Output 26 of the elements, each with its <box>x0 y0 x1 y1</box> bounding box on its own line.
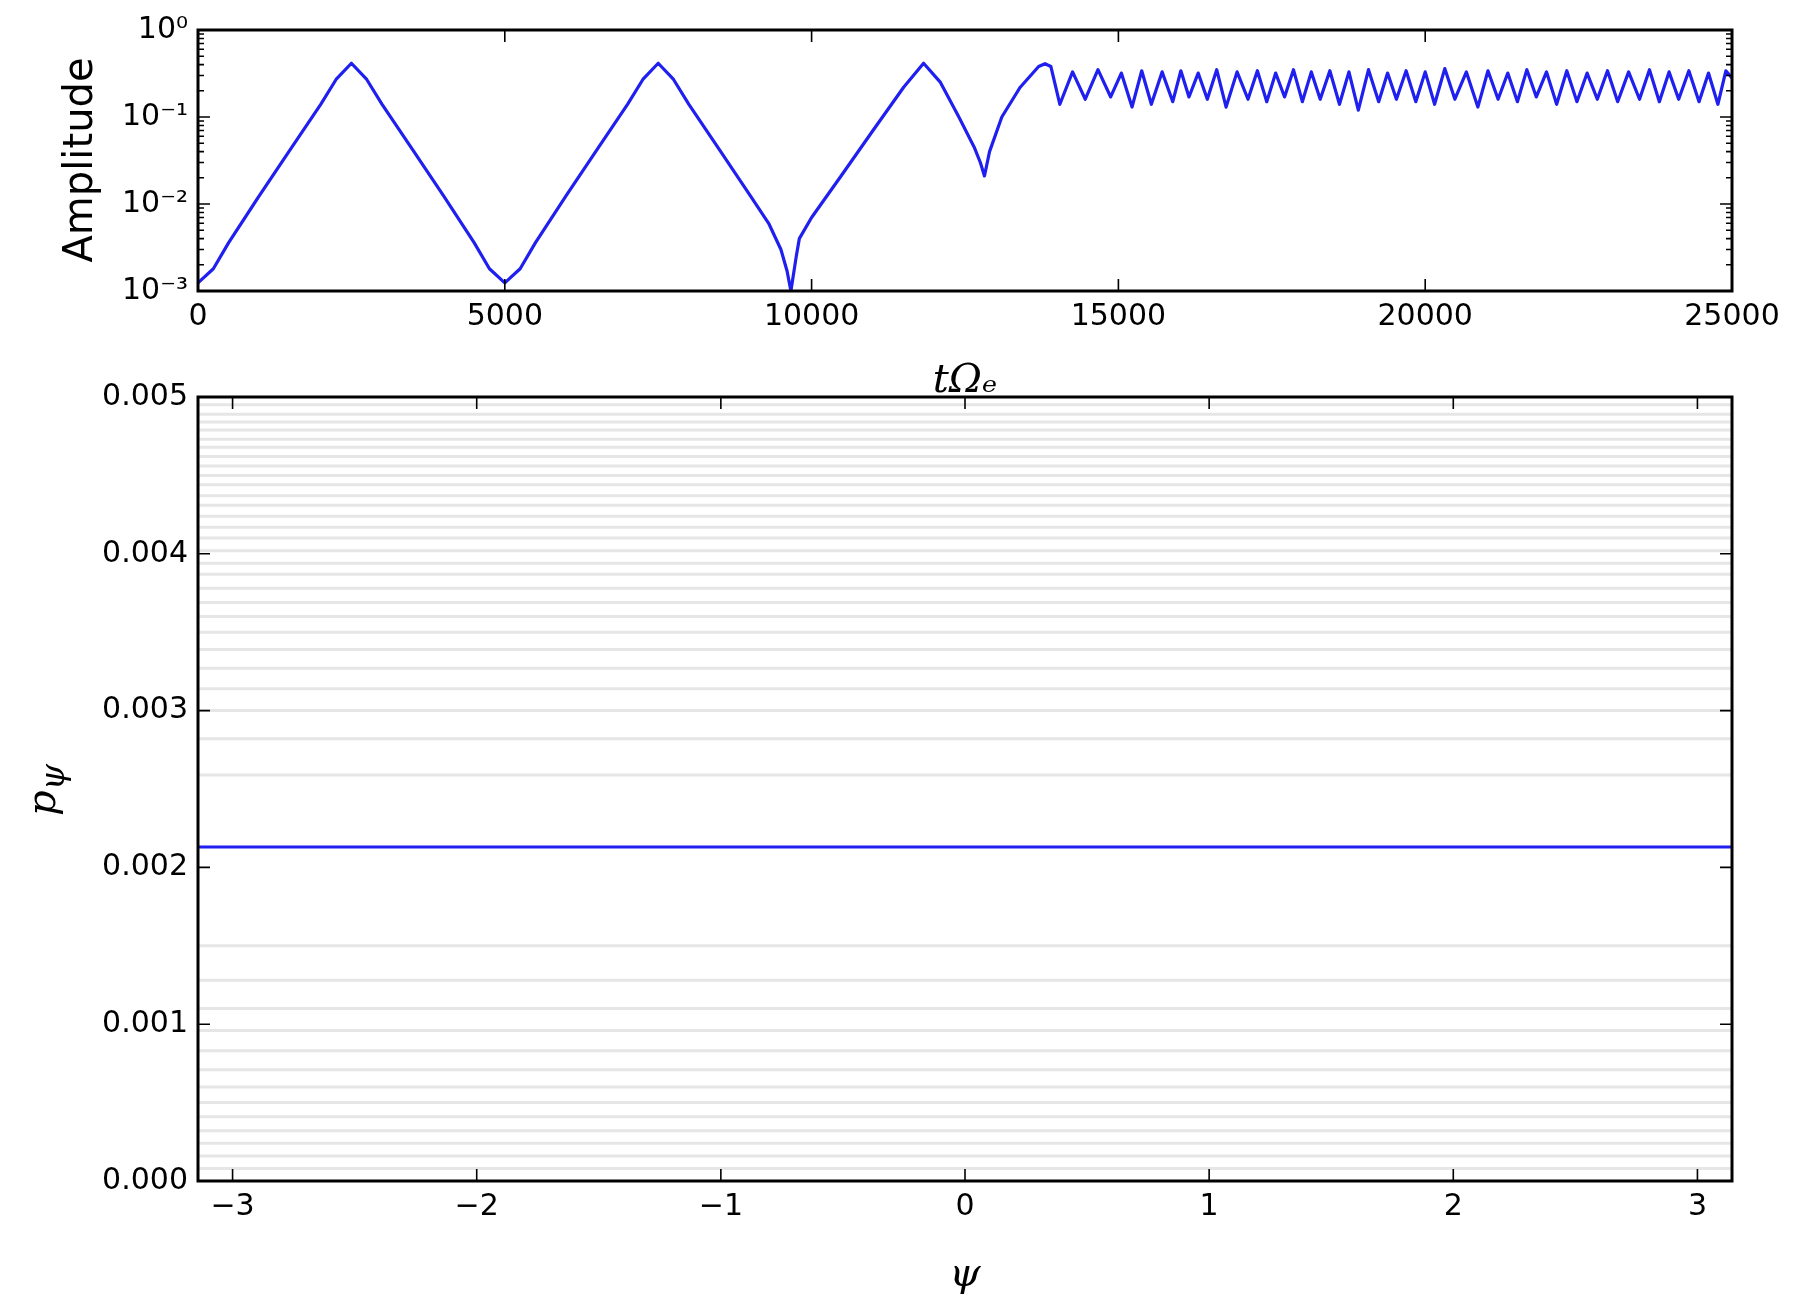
x-tick-label: 0 <box>188 296 208 332</box>
x-tick-label: 25000 <box>1684 296 1780 332</box>
y-tick-label: 0.003 <box>102 690 188 726</box>
x-axis-title: ψ <box>949 1249 981 1295</box>
y-tick-label: 10⁻³ <box>121 270 188 306</box>
y-tick-label: 0.002 <box>102 847 188 883</box>
x-axis-title: tΩₑ <box>932 355 998 401</box>
y-tick-label: 10⁰ <box>137 9 188 45</box>
y-tick-label: 0.001 <box>102 1004 188 1039</box>
x-tick-label: 10000 <box>763 296 860 332</box>
x-tick-label: 1 <box>1199 1186 1219 1222</box>
y-tick-label: 10⁻¹ <box>121 96 188 132</box>
y-tick-label: 0.004 <box>102 533 188 569</box>
y-axis-title: Amplitude <box>55 57 101 263</box>
x-tick-label: 20000 <box>1377 296 1473 332</box>
x-tick-label: −1 <box>698 1186 743 1222</box>
x-tick-label: −2 <box>454 1186 499 1222</box>
x-tick-label: −3 <box>210 1186 255 1222</box>
x-tick-label: 5000 <box>466 296 543 332</box>
x-tick-label: 0 <box>955 1186 975 1222</box>
y-tick-label: 10⁻² <box>121 183 188 219</box>
x-tick-label: 2 <box>1443 1186 1463 1222</box>
x-tick-label: 15000 <box>1070 296 1167 332</box>
y-tick-label: 0.000 <box>102 1160 188 1196</box>
y-tick-label: 0.005 <box>102 376 188 412</box>
x-tick-label: 3 <box>1687 1186 1707 1222</box>
